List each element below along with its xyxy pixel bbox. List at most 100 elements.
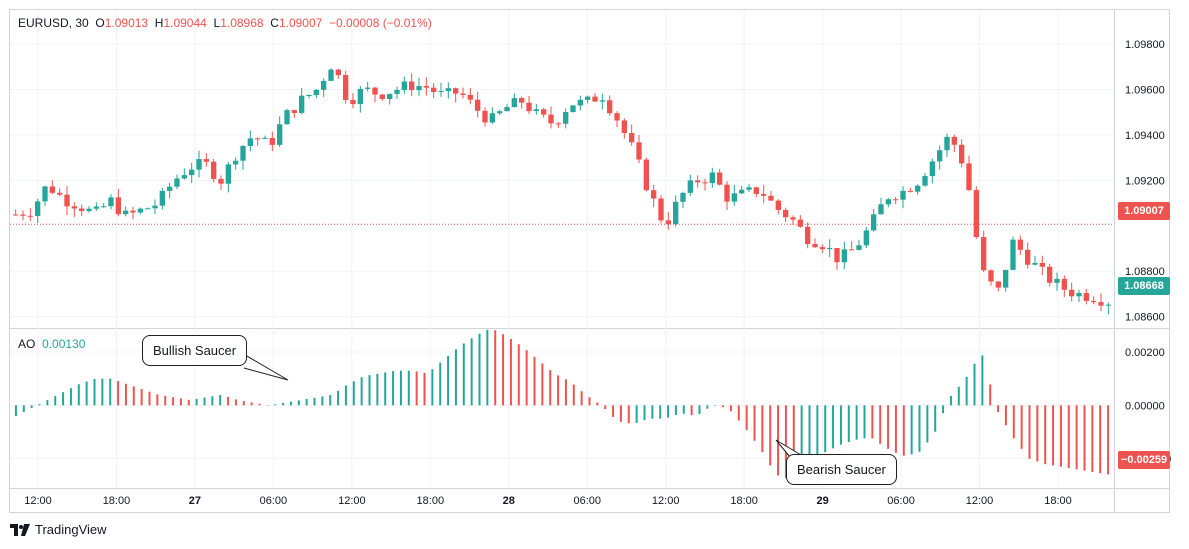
candle-body xyxy=(878,204,884,215)
candle-body xyxy=(709,172,715,184)
brand-label: TradingView xyxy=(35,522,107,537)
candle-body xyxy=(71,206,77,209)
candle-body xyxy=(49,186,55,193)
price-tick-label: 1.08600 xyxy=(1125,312,1165,324)
candle-body xyxy=(753,187,759,194)
time-tick-label: 12:00 xyxy=(24,495,52,507)
time-tick-label: 18:00 xyxy=(730,495,758,507)
candle-body xyxy=(1039,262,1045,267)
candle-body xyxy=(731,193,737,202)
candle-body xyxy=(137,208,143,213)
candle-body xyxy=(981,236,987,271)
candle-body xyxy=(541,109,547,115)
candle-body xyxy=(20,214,26,216)
close-label: C xyxy=(270,16,279,30)
candle-body xyxy=(695,180,701,183)
high-value: 1.09044 xyxy=(163,16,207,30)
candle-body xyxy=(343,75,349,100)
candle-body xyxy=(79,208,85,212)
candle-body xyxy=(211,161,217,179)
tradingview-brand[interactable]: TradingView xyxy=(10,522,107,537)
low-value: 1.08968 xyxy=(220,16,264,30)
ao-last-label: −0.00259 xyxy=(1118,451,1170,469)
candle-body xyxy=(907,190,913,192)
candle-body xyxy=(966,163,972,191)
candle-body xyxy=(585,96,591,100)
ao-tick-label: 0.00200 xyxy=(1125,347,1165,359)
candle-body xyxy=(944,136,950,151)
candle-body xyxy=(460,93,466,95)
candle-body xyxy=(218,178,224,184)
candle-body xyxy=(1025,249,1031,265)
ao-value: 0.00130 xyxy=(42,337,86,351)
tradingview-logo-icon xyxy=(10,523,30,536)
candle-body xyxy=(827,248,833,250)
candle-body xyxy=(702,182,708,184)
candle-body xyxy=(401,81,407,90)
candle-body xyxy=(357,88,363,105)
candle-body xyxy=(1069,289,1075,297)
candle-body xyxy=(1047,266,1053,283)
candle-body xyxy=(768,195,774,201)
candle-body xyxy=(394,89,400,94)
candle-body xyxy=(614,113,620,121)
bullish-saucer-pointer xyxy=(239,351,289,381)
candle-body xyxy=(247,138,253,146)
candle-body xyxy=(973,190,979,237)
bullish-saucer-annotation[interactable]: Bullish Saucer xyxy=(142,335,248,366)
candle-body xyxy=(350,99,356,105)
candle-body xyxy=(922,176,928,186)
candle-body xyxy=(665,220,671,225)
candle-body xyxy=(995,281,1001,288)
candle-body xyxy=(306,94,312,96)
candle-body xyxy=(629,133,635,143)
time-tick-label: 28 xyxy=(503,495,515,507)
candle-body xyxy=(86,208,92,212)
candle-body xyxy=(313,89,319,95)
candle-body xyxy=(1083,293,1089,301)
close-value: 1.09007 xyxy=(278,16,323,30)
change-value: −0.00008 (−0.01%) xyxy=(329,16,432,30)
candle-body xyxy=(365,87,371,89)
candle-body xyxy=(893,199,899,201)
chart-frame xyxy=(9,9,1170,513)
candle-body xyxy=(475,99,481,111)
candle-body xyxy=(240,145,246,161)
interval-label[interactable]: 30 xyxy=(75,16,89,30)
ao-name[interactable]: AO xyxy=(18,337,36,351)
candle-body xyxy=(563,112,569,124)
candle-body xyxy=(790,217,796,220)
low-label: L xyxy=(213,16,221,30)
candle-body xyxy=(885,199,891,205)
candle-body xyxy=(416,86,422,91)
candle-body xyxy=(621,120,627,134)
candle-body xyxy=(123,210,129,215)
candle-body xyxy=(255,138,261,140)
candle-body xyxy=(951,136,957,145)
candle-body xyxy=(174,178,180,187)
symbol-header: EURUSD, 30 O1.09013 H1.09044 L1.08968 C1… xyxy=(18,16,432,30)
candle-body xyxy=(489,113,495,123)
candle-body xyxy=(284,110,290,125)
bearish-saucer-annotation[interactable]: Bearish Saucer xyxy=(786,454,897,485)
candle-body xyxy=(108,197,114,207)
candle-body xyxy=(519,98,525,103)
candle-body xyxy=(1017,239,1023,250)
candle-body xyxy=(453,88,459,94)
time-tick-label: 18:00 xyxy=(103,495,131,507)
candle-body xyxy=(1061,278,1067,290)
candle-body xyxy=(937,150,943,162)
time-tick-label: 18:00 xyxy=(1044,495,1072,507)
candle-body xyxy=(783,209,789,218)
time-tick-label: 29 xyxy=(816,495,828,507)
candle-body xyxy=(841,249,847,263)
candle-body xyxy=(658,198,664,221)
last-price-label: 1.09007 xyxy=(1118,202,1170,220)
candle-body xyxy=(834,248,840,263)
time-tick-label: 27 xyxy=(189,495,201,507)
candle-body xyxy=(577,99,583,106)
symbol-label[interactable]: EURUSD xyxy=(18,16,69,30)
candle-body xyxy=(900,190,906,200)
candle-body xyxy=(152,205,158,209)
